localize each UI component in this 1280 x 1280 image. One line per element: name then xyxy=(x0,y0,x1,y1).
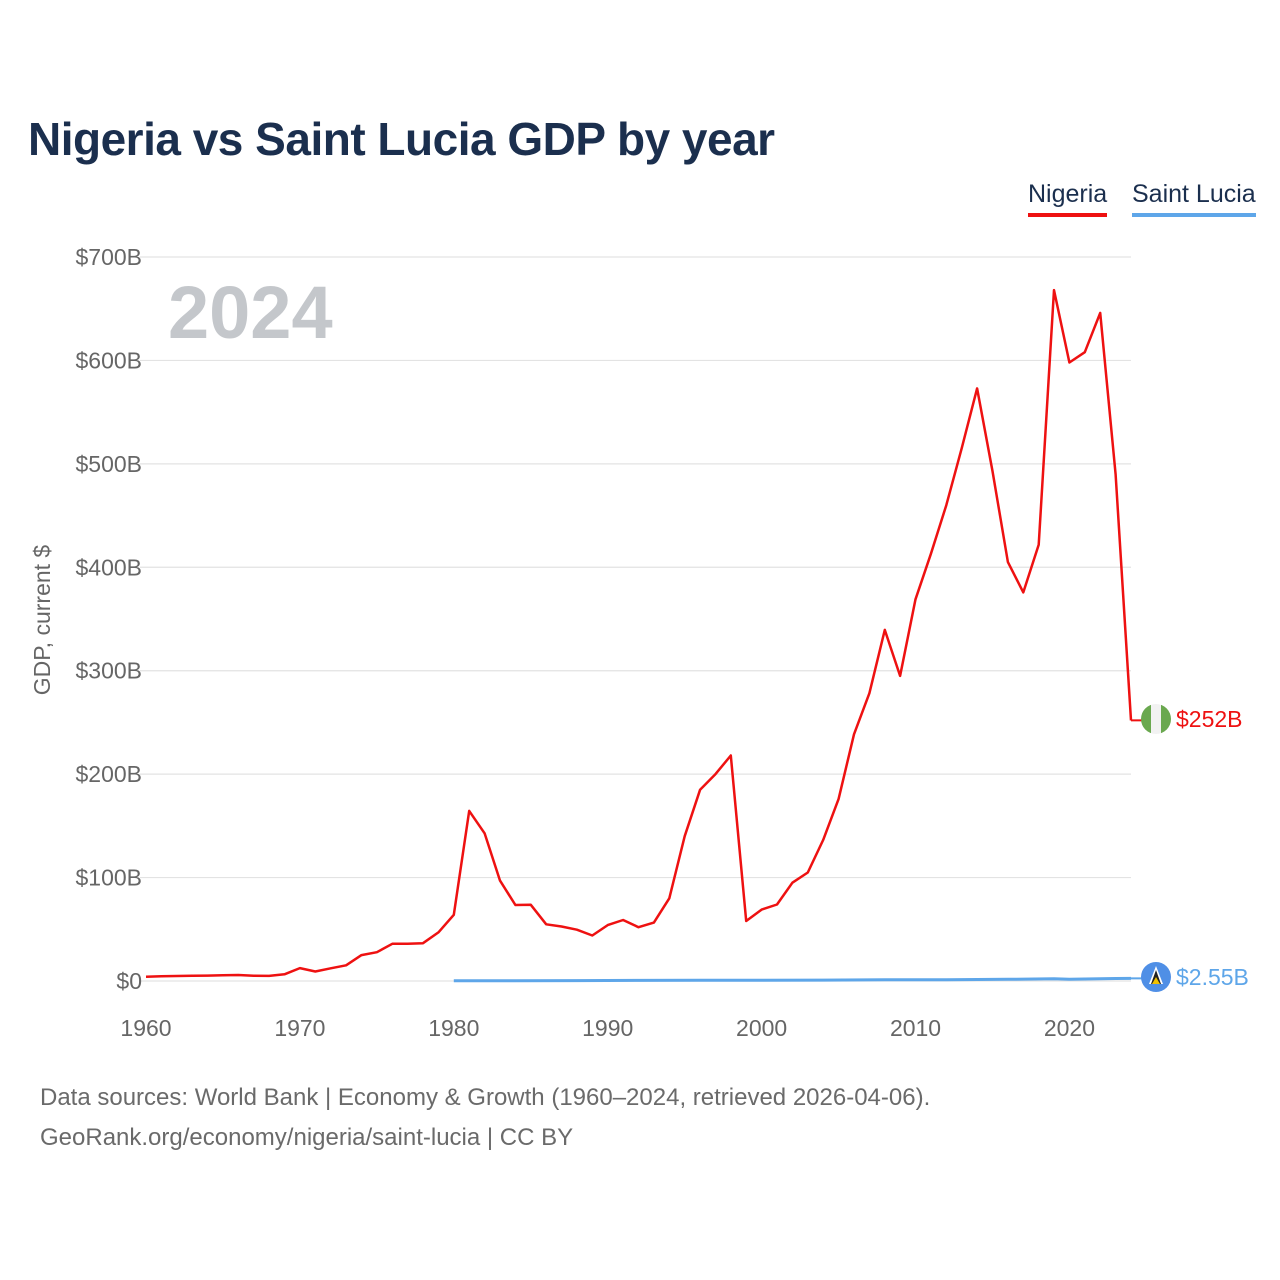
y-axis-label: GDP, current $ xyxy=(29,545,55,696)
series-line-saint-lucia[interactable] xyxy=(453,976,1132,983)
footer-link[interactable]: GeoRank.org/economy/nigeria/saint-lucia … xyxy=(40,1124,574,1151)
x-tick-label: 2010 xyxy=(890,1015,941,1041)
y-tick-label: $600B xyxy=(75,347,142,373)
nigeria-flag-icon xyxy=(1141,704,1171,734)
x-tick-label: 1970 xyxy=(274,1015,325,1041)
chart-title: Nigeria vs Saint Lucia GDP by year xyxy=(28,113,775,165)
y-tick-label: $0 xyxy=(116,968,142,994)
end-label-nigeria: $252B xyxy=(1176,706,1243,732)
y-tick-label: $500B xyxy=(75,451,142,477)
y-tick-label: $200B xyxy=(75,761,142,787)
series-line-nigeria[interactable] xyxy=(145,288,1133,978)
legend-label-saint-lucia: Saint Lucia xyxy=(1132,180,1256,208)
footer-sources: Data sources: World Bank | Economy & Gro… xyxy=(40,1084,931,1111)
legend-swatch-nigeria xyxy=(1028,213,1108,217)
x-tick-label: 2020 xyxy=(1044,1015,1095,1041)
grid-lines xyxy=(140,256,1131,982)
legend-item-saint-lucia[interactable]: Saint Lucia xyxy=(1132,180,1256,217)
y-tick-label: $300B xyxy=(75,658,142,684)
legend-label-nigeria: Nigeria xyxy=(1028,180,1108,208)
x-tick-label: 1990 xyxy=(582,1015,633,1041)
x-tick-label: 1960 xyxy=(120,1015,171,1041)
x-tick-label: 2000 xyxy=(736,1015,787,1041)
y-tick-label: $400B xyxy=(75,554,142,580)
series-lines xyxy=(145,288,1143,983)
x-tick-label: 1980 xyxy=(428,1015,479,1041)
y-tick-label: $100B xyxy=(75,865,142,891)
y-tick-label: $700B xyxy=(75,244,142,270)
end-label-saint-lucia: $2.55B xyxy=(1176,964,1249,990)
y-axis-ticks: $0 $100B $200B $300B $400B $500B $600B $700B xyxy=(75,244,142,994)
saint-lucia-flag-icon xyxy=(1141,962,1171,992)
year-watermark: 2024 xyxy=(168,271,333,354)
legend-item-nigeria[interactable]: Nigeria xyxy=(1028,180,1108,217)
x-axis-ticks: 1960 1970 1980 1990 2000 2010 2020 xyxy=(120,1015,1095,1041)
legend-swatch-saint-lucia xyxy=(1132,213,1256,217)
